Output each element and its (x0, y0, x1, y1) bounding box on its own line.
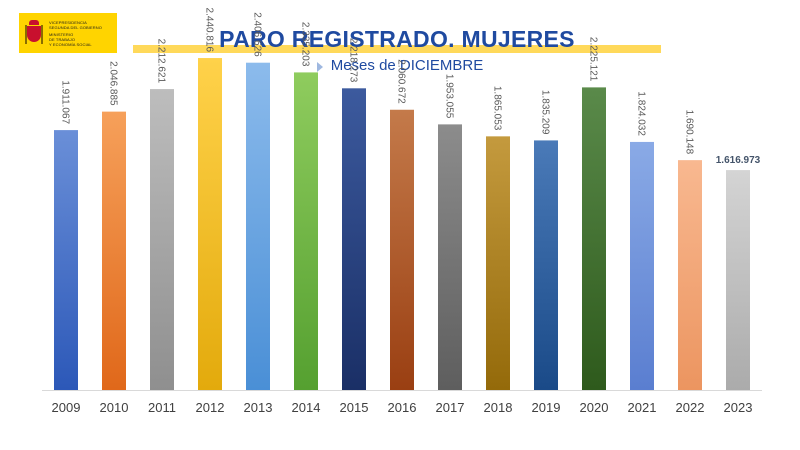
data-label-2012: 2.440.816 (204, 8, 215, 53)
x-tick-label-2017: 2017 (436, 400, 465, 415)
x-tick-label-2009: 2009 (52, 400, 81, 415)
bar-2010 (102, 111, 126, 390)
chevron-right-icon (316, 61, 323, 72)
bar-2022 (678, 160, 702, 390)
subtitle-row: Meses de DICIEMBRE (0, 57, 800, 74)
chart-title: PARO REGISTRADO. MUJERES (219, 26, 575, 52)
logo-text: VICEPRESIDENCIA SEGUNDA DEL GOBIERNO MIN… (49, 20, 102, 47)
data-label-2018: 1.865.053 (492, 86, 503, 131)
x-tick-label-2018: 2018 (484, 400, 513, 415)
data-label-2021: 1.824.032 (636, 91, 647, 136)
chart-subtitle: Meses de DICIEMBRE (330, 57, 484, 74)
x-tick-label-2012: 2012 (196, 400, 225, 415)
ministry-logo: VICEPRESIDENCIA SEGUNDA DEL GOBIERNO MIN… (19, 13, 117, 53)
x-tick-label-2011: 2011 (148, 400, 176, 415)
bar-2021 (630, 141, 654, 390)
x-tick-label-2019: 2019 (532, 400, 561, 415)
logo-line: Y ECONOMÍA SOCIAL (49, 41, 92, 47)
bar-2017 (438, 124, 462, 390)
title-underline-bar (133, 45, 661, 53)
data-label-2020: 2.225.121 (588, 37, 599, 82)
x-tick-label-2022: 2022 (676, 400, 705, 415)
bar-2018 (486, 136, 510, 390)
bar-2014 (294, 72, 318, 391)
logo-line: DE TRABAJO (49, 36, 76, 42)
bar-2023 (726, 170, 750, 390)
logo-line: VICEPRESIDENCIA (49, 19, 87, 25)
bar-2016 (390, 109, 414, 391)
coat-of-arms-icon (25, 20, 43, 46)
logo-line: SEGUNDA DEL GOBIERNO (49, 24, 102, 30)
x-tick-label-2014: 2014 (292, 400, 321, 415)
data-label-2017: 1.953.055 (444, 74, 455, 119)
bar-2020 (582, 87, 606, 390)
data-label-2023: 1.616.973 (716, 155, 761, 166)
x-tick-label-2023: 2023 (724, 400, 753, 415)
x-tick-label-2021: 2021 (628, 400, 657, 415)
x-tick-label-2010: 2010 (100, 400, 129, 415)
data-label-2022: 1.690.148 (684, 110, 695, 155)
data-label-2013: 2.406.626 (252, 12, 263, 57)
data-label-2015: 2.218.273 (348, 38, 359, 83)
bar-2009 (54, 130, 78, 390)
data-label-2011: 2.212.621 (156, 39, 167, 84)
x-tick-label-2013: 2013 (244, 400, 273, 415)
data-label-2009: 1.911.067 (60, 80, 71, 124)
data-label-2016: 2.060.672 (396, 59, 407, 104)
x-tick-label-2016: 2016 (388, 400, 417, 415)
bar-2011 (150, 89, 174, 390)
bar-2013 (246, 62, 270, 391)
bar-2019 (534, 140, 558, 390)
data-label-2019: 1.835.209 (540, 90, 551, 135)
x-tick-label-2015: 2015 (340, 400, 369, 415)
data-label-2014: 2.335.203 (300, 22, 311, 67)
x-tick-label-2020: 2020 (580, 400, 609, 415)
data-label-2010: 2.046.885 (108, 61, 119, 106)
bar-2012 (198, 58, 222, 391)
bar-2015 (342, 88, 366, 390)
logo-line: MINISTERIO (49, 31, 74, 37)
